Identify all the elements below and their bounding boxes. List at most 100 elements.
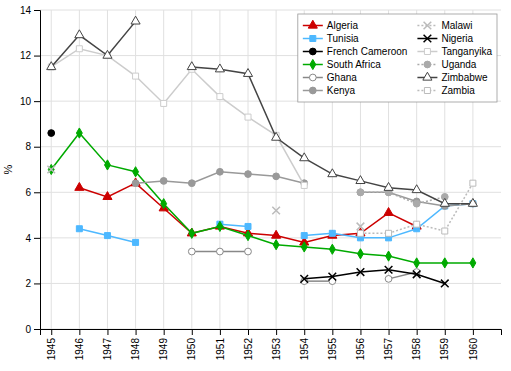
legend-marker <box>424 61 431 68</box>
legend-item: Tunisia <box>303 33 359 44</box>
point <box>356 176 365 184</box>
point <box>328 230 337 238</box>
y-tick-mark <box>34 147 40 148</box>
point <box>385 266 393 274</box>
series <box>47 166 364 231</box>
x-tick-label: 1955 <box>327 338 338 361</box>
legend-item: Uganda <box>417 59 476 70</box>
legend-label: Ghana <box>327 72 357 83</box>
legend-marker <box>424 35 432 43</box>
point <box>217 248 224 255</box>
y-axis-title: % <box>2 164 14 174</box>
x-tick-mark <box>276 329 277 335</box>
point <box>105 160 111 170</box>
y-axis-line <box>34 11 41 330</box>
x-tick: 1950 <box>186 329 197 360</box>
legend-marker <box>424 88 430 94</box>
x-tick: 1957 <box>383 329 394 360</box>
point <box>47 166 55 174</box>
x-tick: 1952 <box>243 329 254 360</box>
point <box>358 249 364 259</box>
point <box>412 185 421 193</box>
legend-item: Malawi <box>417 20 472 31</box>
point <box>76 128 82 138</box>
point <box>384 208 393 216</box>
x-tick: 1958 <box>411 329 422 360</box>
series <box>188 248 420 284</box>
point <box>103 192 112 200</box>
x-tick: 1949 <box>158 329 169 360</box>
y-tick-mark <box>34 56 40 57</box>
x-axis-line <box>41 330 502 336</box>
x-tick-mark <box>417 329 418 335</box>
x-tick-label: 1949 <box>158 338 169 361</box>
x-tick-mark <box>51 329 52 335</box>
y-tick-label: 12 <box>20 50 32 61</box>
line <box>360 183 472 233</box>
point <box>189 228 195 238</box>
y-axis: 02468101214 <box>20 5 41 335</box>
x-tick-mark <box>360 329 361 335</box>
point <box>215 64 224 72</box>
legend-label: Nigeria <box>441 33 473 44</box>
grid-line-y <box>40 192 501 193</box>
point <box>48 164 54 174</box>
y-tick-label: 14 <box>20 5 32 16</box>
legend-label: Tanganyika <box>441 46 492 57</box>
y-tick: 14 <box>20 5 40 16</box>
point <box>468 198 477 206</box>
legend-item: French Cameroon <box>303 46 408 57</box>
point <box>440 198 449 206</box>
x-tick: 1945 <box>46 329 57 360</box>
x-tick-label: 1951 <box>215 338 226 361</box>
point <box>470 180 476 186</box>
point <box>76 46 82 52</box>
series <box>48 46 307 189</box>
point <box>329 230 335 236</box>
x-tick-mark <box>220 329 221 335</box>
legend-marker <box>310 36 316 42</box>
grid-line-x <box>79 10 80 329</box>
y-tick-mark <box>34 192 40 193</box>
y-tick-label: 4 <box>25 233 31 244</box>
x-tick-mark <box>248 329 249 335</box>
point <box>357 223 365 231</box>
point <box>243 69 252 77</box>
point <box>357 268 365 276</box>
point <box>328 169 337 177</box>
point <box>413 270 421 278</box>
point <box>131 178 140 186</box>
x-tick-label: 1947 <box>102 338 113 361</box>
point <box>245 248 252 255</box>
point <box>245 171 252 178</box>
point <box>357 189 364 196</box>
x-tick-label: 1959 <box>439 338 450 361</box>
point <box>187 62 196 70</box>
point <box>75 182 84 190</box>
point <box>188 248 195 255</box>
x-tick-mark <box>192 329 193 335</box>
y-tick-label: 6 <box>25 187 31 198</box>
point <box>414 221 420 227</box>
point <box>245 230 251 240</box>
series <box>75 178 421 245</box>
line <box>51 21 135 67</box>
point <box>245 114 251 120</box>
point <box>160 178 167 185</box>
point <box>131 16 140 24</box>
x-tick-label: 1948 <box>130 338 141 361</box>
line <box>304 280 332 282</box>
y-tick: 8 <box>25 141 40 152</box>
point <box>442 228 448 234</box>
y-tick-mark <box>34 238 40 239</box>
point <box>301 242 307 252</box>
x-tick-label: 1957 <box>383 338 394 361</box>
x-tick: 1960 <box>468 329 479 360</box>
y-tick-mark <box>34 10 40 11</box>
y-tick-mark <box>34 283 40 284</box>
legend: AlgeriaTunisiaFrench CameroonSouth Afric… <box>298 14 497 102</box>
x-tick-label: 1946 <box>74 338 85 361</box>
x-tick-mark <box>136 329 137 335</box>
x-tick-label: 1952 <box>243 338 254 361</box>
x-tick-label: 1954 <box>299 338 310 361</box>
